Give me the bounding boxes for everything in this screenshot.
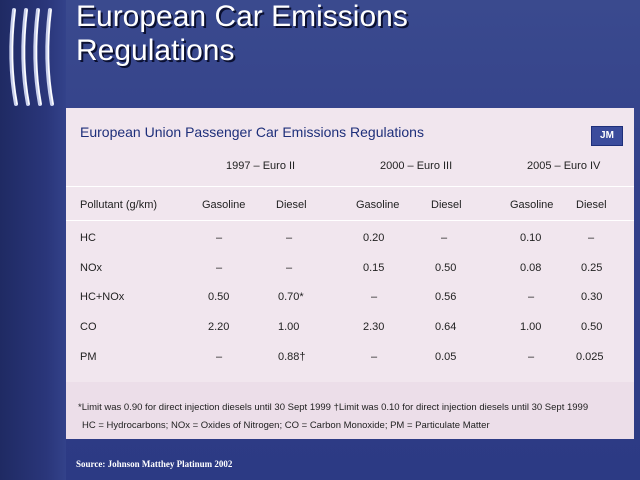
row-nox-euro4-diesel: 0.25 xyxy=(581,262,603,274)
company-logo-icon xyxy=(9,8,54,106)
header-divider-top xyxy=(66,186,634,187)
row-co-euro4-gasoline: 1.00 xyxy=(520,321,542,333)
row-pm-euro2-diesel: 0.88† xyxy=(278,351,306,363)
slide-title-line1: European Car Emissions xyxy=(76,0,408,33)
fuel-header-euro4-gasoline: Gasoline xyxy=(510,199,554,211)
row-nox-label: NOx xyxy=(80,262,102,274)
row-co-euro2-gasoline: 2.20 xyxy=(208,321,230,333)
row-nox-euro2-diesel: – xyxy=(286,262,293,274)
group-header-euro3: 2000 – Euro III xyxy=(380,160,453,172)
row-co-euro4-diesel: 0.50 xyxy=(581,321,603,333)
fuel-header-euro2-diesel: Diesel xyxy=(276,199,307,211)
source-credit: Source: Johnson Matthey Platinum 2002 xyxy=(76,459,233,469)
row-nox-euro4-gasoline: 0.08 xyxy=(520,262,542,274)
row-hc-euro4-diesel: – xyxy=(588,232,595,244)
header-divider-bottom xyxy=(66,220,634,221)
row-pm-euro4-diesel: 0.025 xyxy=(576,351,604,363)
row-co-euro3-gasoline: 2.30 xyxy=(363,321,385,333)
group-header-euro4: 2005 – Euro IV xyxy=(527,160,601,172)
row-nox-euro3-gasoline: 0.15 xyxy=(363,262,385,274)
row-hc-euro2-diesel: – xyxy=(286,232,293,244)
slide-title-line2: Regulations xyxy=(76,34,235,67)
group-header-euro2: 1997 – Euro II xyxy=(226,160,296,172)
row-pm-euro3-diesel: 0.05 xyxy=(435,351,457,363)
row-hcnox-euro2-gasoline: 0.50 xyxy=(208,291,230,303)
fuel-header-euro3-diesel: Diesel xyxy=(431,199,462,211)
pollutant-column-header: Pollutant (g/km) xyxy=(80,199,158,211)
row-hc-euro3-gasoline: 0.20 xyxy=(363,232,385,244)
row-hcnox-euro3-gasoline: – xyxy=(371,291,378,303)
table-area xyxy=(66,108,634,382)
row-hc-euro3-diesel: – xyxy=(441,232,448,244)
slide-title: European Car Emissions Regulations xyxy=(76,0,616,68)
row-nox-euro3-diesel: 0.50 xyxy=(435,262,457,274)
row-hcnox-euro3-diesel: 0.56 xyxy=(435,291,457,303)
row-hc-label: HC xyxy=(80,232,96,244)
row-pm-euro3-gasoline: – xyxy=(371,351,378,363)
emissions-table-panel: European Union Passenger Car Emissions R… xyxy=(66,108,634,439)
row-pm-euro2-gasoline: – xyxy=(216,351,223,363)
row-hcnox-euro4-diesel: 0.30 xyxy=(581,291,603,303)
row-co-euro2-diesel: 1.00 xyxy=(278,321,300,333)
left-decor-strip xyxy=(0,0,66,480)
row-hcnox-euro2-diesel: 0.70* xyxy=(278,291,304,303)
row-pm-euro4-gasoline: – xyxy=(528,351,535,363)
row-hc-euro2-gasoline: – xyxy=(216,232,223,244)
row-co-label: CO xyxy=(80,321,97,333)
row-hcnox-label: HC+NOx xyxy=(80,291,125,303)
fuel-header-euro2-gasoline: Gasoline xyxy=(202,199,246,211)
row-hcnox-euro4-gasoline: – xyxy=(528,291,535,303)
fuel-header-euro4-diesel: Diesel xyxy=(576,199,607,211)
table-title: European Union Passenger Car Emissions R… xyxy=(80,124,424,140)
row-hc-euro4-gasoline: 0.10 xyxy=(520,232,542,244)
jm-logo-icon: JM xyxy=(591,126,623,146)
row-pm-label: PM xyxy=(80,351,97,363)
fuel-header-euro3-gasoline: Gasoline xyxy=(356,199,400,211)
footnote-abbreviations: HC = Hydrocarbons; NOx = Oxides of Nitro… xyxy=(82,420,490,431)
row-nox-euro2-gasoline: – xyxy=(216,262,223,274)
row-co-euro3-diesel: 0.64 xyxy=(435,321,457,333)
footnote-limits: *Limit was 0.90 for direct injection die… xyxy=(78,402,589,413)
